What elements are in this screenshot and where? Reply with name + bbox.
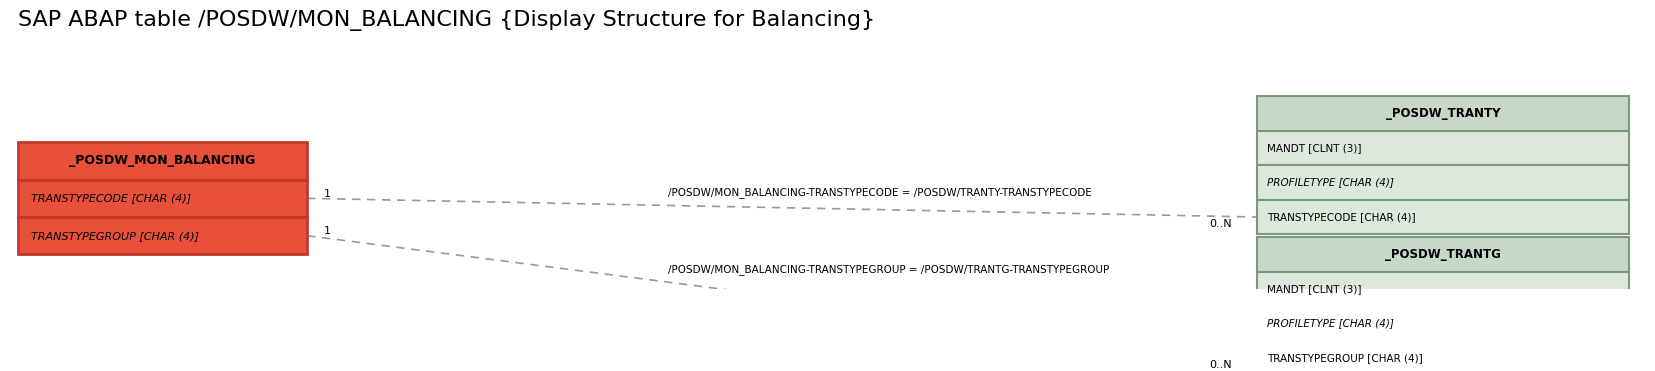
Text: _POSDW_TRANTY: _POSDW_TRANTY — [1385, 107, 1499, 120]
FancyBboxPatch shape — [1258, 165, 1629, 200]
Text: 1: 1 — [324, 226, 331, 236]
Text: PROFILETYPE [CHAR (4)]: PROFILETYPE [CHAR (4)] — [1268, 178, 1394, 187]
FancyBboxPatch shape — [1258, 200, 1629, 234]
FancyBboxPatch shape — [18, 180, 308, 217]
Text: MANDT [CLNT (3)]: MANDT [CLNT (3)] — [1268, 284, 1362, 294]
FancyBboxPatch shape — [18, 142, 308, 180]
Text: 0..N: 0..N — [1210, 219, 1233, 229]
FancyBboxPatch shape — [1258, 131, 1629, 165]
FancyBboxPatch shape — [18, 217, 308, 255]
Text: 1: 1 — [324, 189, 331, 199]
Text: SAP ABAP table /POSDW/MON_BALANCING {Display Structure for Balancing}: SAP ABAP table /POSDW/MON_BALANCING {Dis… — [18, 10, 875, 31]
FancyBboxPatch shape — [1258, 306, 1629, 341]
Text: TRANSTYPECODE [CHAR (4)]: TRANSTYPECODE [CHAR (4)] — [31, 193, 192, 203]
FancyBboxPatch shape — [1258, 96, 1629, 131]
Text: MANDT [CLNT (3)]: MANDT [CLNT (3)] — [1268, 143, 1362, 153]
Text: _POSDW_TRANTG: _POSDW_TRANTG — [1385, 248, 1501, 261]
Text: TRANSTYPEGROUP [CHAR (4)]: TRANSTYPEGROUP [CHAR (4)] — [31, 231, 199, 241]
Text: PROFILETYPE [CHAR (4)]: PROFILETYPE [CHAR (4)] — [1268, 318, 1394, 328]
Text: _POSDW_MON_BALANCING: _POSDW_MON_BALANCING — [70, 154, 255, 167]
Text: 0..N: 0..N — [1210, 360, 1233, 370]
Text: /POSDW/MON_BALANCING-TRANSTYPECODE = /POSDW/TRANTY-TRANSTYPECODE: /POSDW/MON_BALANCING-TRANSTYPECODE = /PO… — [669, 187, 1092, 198]
Text: TRANSTYPEGROUP [CHAR (4)]: TRANSTYPEGROUP [CHAR (4)] — [1268, 353, 1423, 363]
FancyBboxPatch shape — [1258, 237, 1629, 272]
FancyBboxPatch shape — [1258, 272, 1629, 306]
Text: /POSDW/MON_BALANCING-TRANSTYPEGROUP = /POSDW/TRANTG-TRANSTYPEGROUP: /POSDW/MON_BALANCING-TRANSTYPEGROUP = /P… — [669, 264, 1109, 275]
Text: TRANSTYPECODE [CHAR (4)]: TRANSTYPECODE [CHAR (4)] — [1268, 212, 1415, 222]
FancyBboxPatch shape — [1258, 341, 1629, 371]
